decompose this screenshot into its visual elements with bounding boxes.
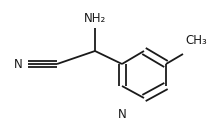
Text: CH₃: CH₃ [185, 35, 207, 47]
Text: N: N [14, 58, 22, 70]
Text: N: N [118, 107, 126, 120]
Text: NH₂: NH₂ [84, 12, 106, 24]
